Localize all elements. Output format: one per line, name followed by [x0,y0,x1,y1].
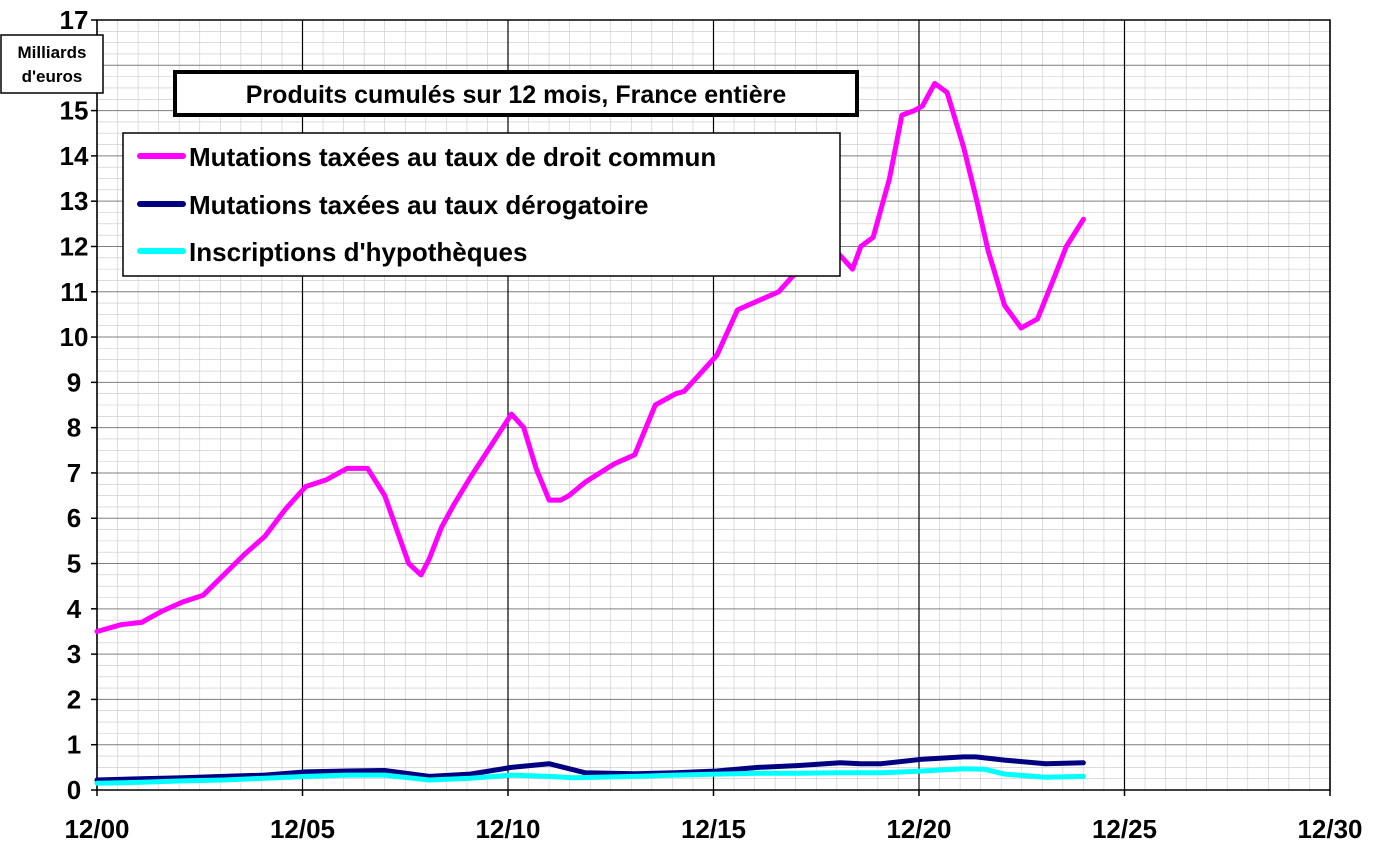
x-tick-label: 12/30 [1297,814,1362,843]
legend: Mutations taxées au taux de droit commun… [122,132,841,277]
y-tick-label: 7 [67,458,81,488]
series-line-derogatoire [94,754,1086,783]
y-axis-label-line-2: d'euros [22,67,83,86]
y-tick-label: 11 [60,277,88,307]
x-axis-ticks: 12/00 12/05 12/10 12/15 12/20 12/25 12/30 [64,790,1363,843]
y-tick-label: 4 [67,594,82,624]
legend-label-hypotheques: Inscriptions d'hypothèques [189,237,527,267]
x-tick-label: 12/25 [1092,814,1157,843]
legend-label-droit-commun: Mutations taxées au taux de droit commun [189,142,716,172]
y-axis-label-box: Milliards d'euros [0,34,104,94]
y-tick-label: 0 [67,775,81,805]
y-tick-label: 1 [67,730,81,760]
x-tick-label: 12/00 [64,814,129,843]
x-tick-label: 12/10 [475,814,540,843]
series-line-droit-commun [94,80,1086,634]
y-tick-label: 8 [67,413,81,443]
y-axis-label-line-1: Milliards [18,43,87,62]
y-tick-label: 15 [60,96,89,126]
y-tick-label: 12 [60,231,89,261]
y-axis-ticks: 01234567891011121314151617 [60,5,97,805]
y-tick-label: 5 [67,549,81,579]
y-tick-label: 3 [67,639,81,669]
x-tick-label: 12/20 [886,814,951,843]
chart-title-box: Produits cumulés sur 12 mois, France ent… [173,70,859,117]
y-tick-label: 10 [60,322,89,352]
chart-title: Produits cumulés sur 12 mois, France ent… [246,81,787,109]
legend-label-derogatoire: Mutations taxées au taux dérogatoire [189,190,648,220]
x-tick-label: 12/15 [681,814,746,843]
x-tick-label: 12/05 [270,814,335,843]
y-tick-label: 14 [60,141,89,171]
y-tick-label: 9 [67,367,81,397]
y-tick-label: 6 [67,503,81,533]
y-tick-label: 17 [60,5,89,35]
y-tick-label: 13 [60,186,89,216]
series-line-hypotheques [94,766,1086,786]
series-layer [94,80,1086,786]
y-tick-label: 2 [67,684,81,714]
